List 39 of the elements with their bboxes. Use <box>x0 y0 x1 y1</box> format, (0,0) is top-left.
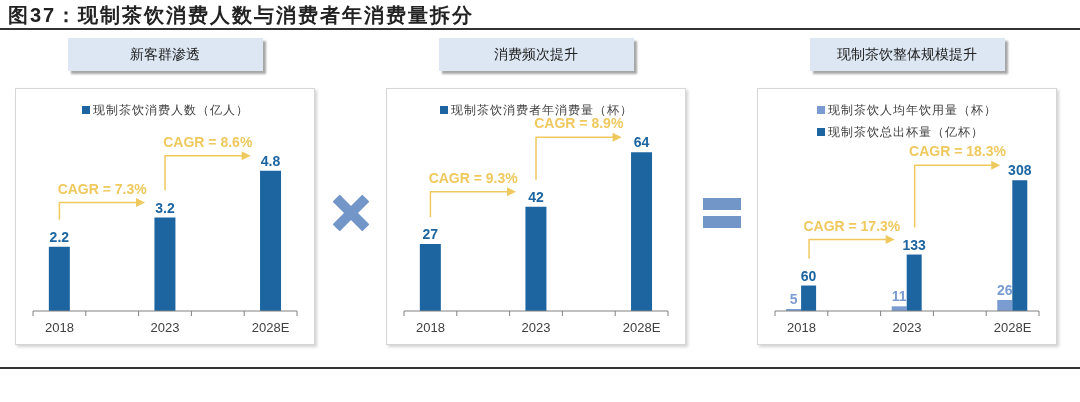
text: CAGR = 8.9% <box>534 115 624 132</box>
x-tick-label: 2018 <box>415 320 445 336</box>
data-label: 26 <box>997 281 1013 298</box>
data-label: 64 <box>633 134 650 151</box>
data-label: 133 <box>902 236 927 253</box>
x-tick-label: 2023 <box>150 320 180 336</box>
x-tick-label: 2028E <box>251 320 290 336</box>
data-label: 2.2 <box>49 228 70 245</box>
annotation: CAGR = 9.3% <box>428 169 519 186</box>
x-tick-label: 2023 <box>521 320 551 336</box>
data-label: 5 <box>789 290 798 307</box>
x-tick-label: 2023 <box>892 320 922 336</box>
data-label: 3.2 <box>155 199 175 216</box>
data-label: 308 <box>1008 162 1032 179</box>
legend-label: 现制茶饮消费人数（亿人） <box>92 102 249 119</box>
bar <box>906 254 922 311</box>
chart-title: 图37：现制茶饮消费人数与消费者年消费量拆分 <box>8 3 475 28</box>
text: CAGR = 18.3% <box>909 143 1007 160</box>
x-tick-label: 2018 <box>786 320 816 336</box>
data-label: 11 <box>891 288 907 305</box>
x-tick-label: 2018 <box>44 320 74 336</box>
annotation: CAGR = 7.3% <box>57 180 148 197</box>
data-label: 4.8 <box>260 152 281 169</box>
bar <box>997 299 1013 311</box>
x-tick-label: 2028E <box>622 320 661 336</box>
data-label: 60 <box>800 267 817 284</box>
chart-subtitle: 现制茶饮整体规模提升 <box>809 38 1005 71</box>
legend-label: 现制茶饮人均年饮用量（杯） <box>828 102 997 119</box>
bar <box>801 285 817 311</box>
chart-subtitle: 新客群渗透 <box>67 38 263 71</box>
data-label: 42 <box>528 188 544 205</box>
chart-subtitle: 消费频次提升 <box>438 38 634 71</box>
data-label: 27 <box>422 226 439 243</box>
annotation: CAGR = 17.3% <box>803 217 901 234</box>
legend-label: 现制茶饮消费者年消费量（杯） <box>450 102 633 118</box>
bar <box>1012 180 1028 311</box>
legend-label: 现制茶饮总出杯量（亿杯） <box>828 124 984 141</box>
text: CAGR = 8.6% <box>163 133 253 150</box>
x-tick-label: 2028E <box>993 320 1032 336</box>
